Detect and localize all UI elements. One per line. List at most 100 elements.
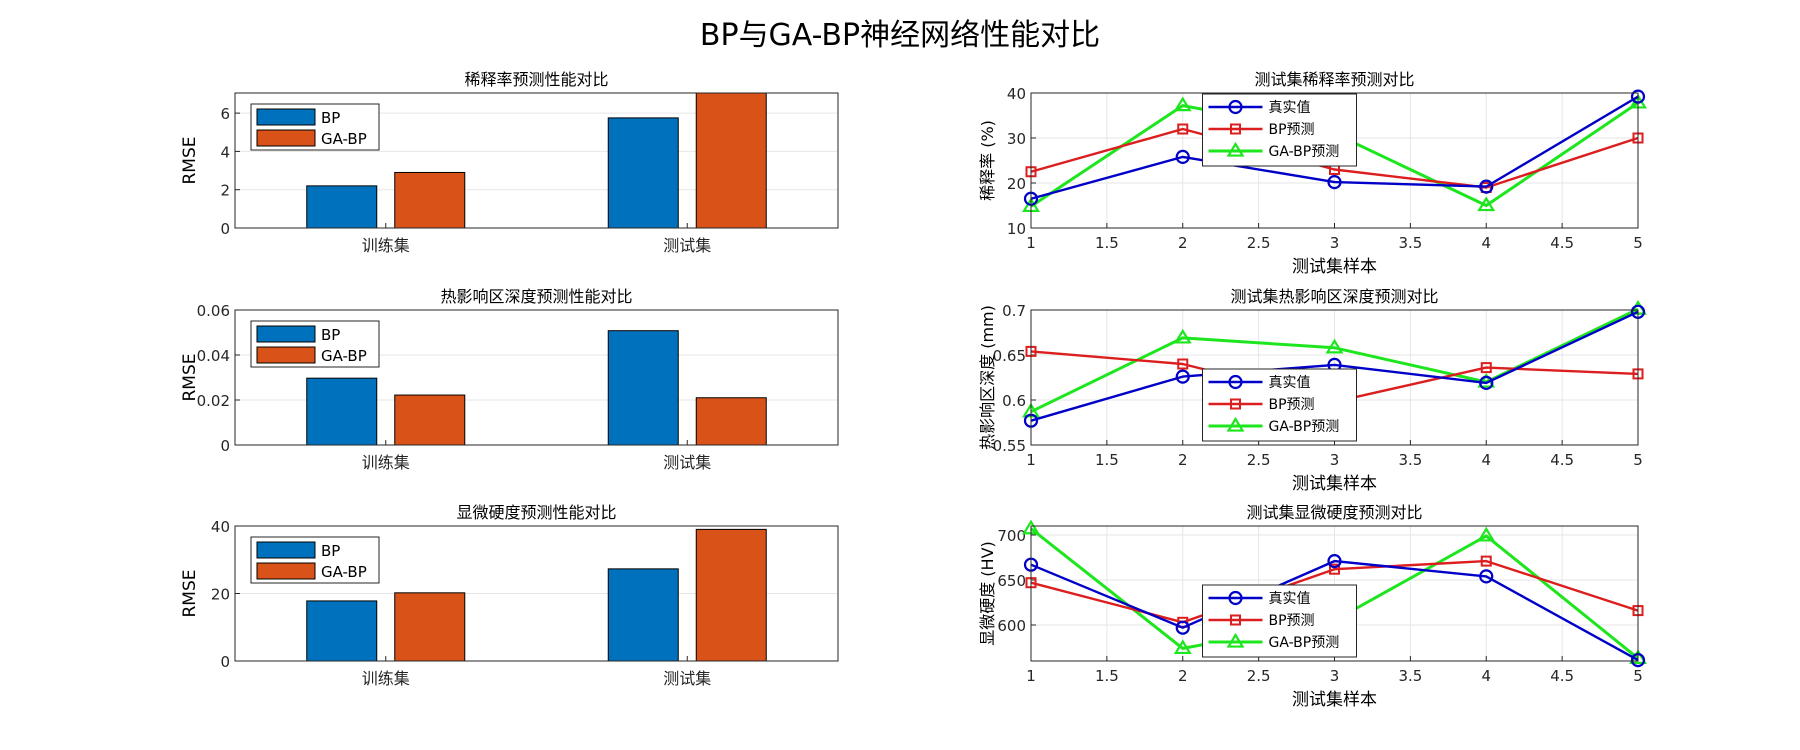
- y-tick-label: 10: [1007, 220, 1026, 238]
- legend: 真实值 BP预测 GA-BP预测: [1202, 93, 1357, 167]
- series-line-0: [1030, 559, 1639, 662]
- x-tick-label: 2.5: [1247, 451, 1271, 469]
- axes-box: [234, 92, 839, 229]
- legend-label: 真实值: [1269, 375, 1311, 391]
- y-tick-label: 600: [997, 617, 1026, 635]
- data-point-0-1: [1175, 620, 1190, 635]
- legend-swatch-0: [256, 108, 316, 126]
- legend-label: GA-BP预测: [1269, 144, 1340, 160]
- chart-line-dilution: 测试集稀释率预测对比 10 20 30 40 1 1.5 2 2.5 3 3.5 4 4.5 5 测试集样本…: [978, 70, 1647, 277]
- x-tick-label: 3.5: [1398, 234, 1422, 252]
- series-line-2: [1030, 307, 1639, 414]
- data-point-2-3: [1477, 526, 1496, 542]
- legend-swatch-1: [256, 129, 316, 147]
- legend-marker-0: [1228, 374, 1243, 390]
- x-axis-label: 测试集样本: [1292, 257, 1377, 277]
- legend-label: 真实值: [1269, 100, 1311, 116]
- legend-marker-0: [1228, 590, 1243, 606]
- y-tick-label: 20: [211, 586, 230, 604]
- y-tick-label: 0.04: [197, 347, 230, 365]
- x-tick-label: 5: [1633, 667, 1643, 685]
- y-tick-label: 4: [220, 143, 230, 161]
- chart-line-hardness: 测试集显微硬度预测对比 600 650 700 1 1.5 2 2.5 3 3.5 4 4.5 5 测试集…: [978, 503, 1647, 710]
- legend-marker-0: [1228, 99, 1243, 115]
- legend-label: BP预测: [1269, 613, 1315, 629]
- y-tick-label: 0: [220, 653, 230, 671]
- data-point-0-3: [1479, 375, 1494, 390]
- legend-label: BP预测: [1269, 397, 1315, 413]
- legend-label: GA-BP: [321, 130, 367, 148]
- bar-bp-1: [607, 117, 679, 229]
- x-tick-label: 5: [1633, 234, 1643, 252]
- data-point-0-3: [1479, 569, 1494, 584]
- bar-bp-0: [306, 600, 378, 662]
- x-tick-label: 4.5: [1550, 451, 1574, 469]
- chart-bar-dilution: 稀释率预测性能对比 0 2 4 6 训练集 测试集 RMSE BP GA-BP: [180, 70, 839, 255]
- x-tick-label: 3: [1330, 667, 1340, 685]
- bar-ga-bp-1: [695, 92, 767, 229]
- data-point-0-1: [1175, 369, 1190, 384]
- y-tick-label: 0.7: [1002, 302, 1026, 320]
- chart-title: 测试集显微硬度预测对比: [1246, 503, 1422, 522]
- y-tick-label: 2: [220, 182, 230, 200]
- bar-ga-bp-0: [394, 394, 466, 446]
- y-tick-label: 20: [1007, 175, 1026, 193]
- x-tick-label: 4.5: [1550, 667, 1574, 685]
- y-tick-label: 0.06: [197, 302, 230, 320]
- y-tick-label: 0.6: [1002, 392, 1026, 410]
- x-tick-label: 5: [1633, 451, 1643, 469]
- legend-marker-2: [1226, 416, 1245, 432]
- y-axis-label: 稀释率 (%): [978, 120, 997, 201]
- legend-label: GA-BP预测: [1269, 635, 1340, 651]
- x-tick-label: 训练集: [362, 236, 410, 255]
- y-axis-label: RMSE: [180, 569, 200, 617]
- legend-marker-2: [1226, 141, 1245, 157]
- x-tick-label: 训练集: [362, 453, 410, 472]
- data-point-1-3: [1480, 555, 1492, 567]
- chart-title: 稀释率预测性能对比: [464, 70, 608, 89]
- x-tick-label: 4: [1481, 667, 1491, 685]
- y-axis-label: 热影响区深度 (mm): [978, 305, 997, 450]
- legend-swatch-1: [256, 562, 316, 580]
- series-line-0: [1030, 95, 1639, 200]
- data-point-2-3: [1477, 196, 1496, 212]
- x-tick-label: 测试集: [663, 669, 711, 688]
- x-tick-label: 1.5: [1095, 667, 1119, 685]
- x-tick-label: 2.5: [1247, 234, 1271, 252]
- legend-swatch-0: [256, 325, 316, 343]
- legend-marker-1: [1230, 614, 1241, 626]
- bar-ga-bp-0: [394, 592, 466, 662]
- y-tick-label: 0: [220, 437, 230, 455]
- bar-ga-bp-1: [695, 397, 767, 446]
- x-tick-label: 2.5: [1247, 667, 1271, 685]
- x-tick-label: 1.5: [1095, 451, 1119, 469]
- y-tick-label: 650: [997, 572, 1026, 590]
- chart-title: 测试集稀释率预测对比: [1254, 70, 1414, 89]
- series-line-1: [1030, 559, 1639, 624]
- x-tick-label: 4: [1481, 451, 1491, 469]
- y-axis-label: RMSE: [180, 136, 200, 184]
- bar-bp-1: [607, 330, 679, 446]
- x-tick-label: 1: [1026, 234, 1036, 252]
- legend-marker-1: [1230, 398, 1241, 410]
- legend-label: GA-BP预测: [1269, 419, 1340, 435]
- data-point-1-1: [1177, 123, 1189, 135]
- y-tick-label: 40: [211, 518, 230, 536]
- x-tick-label: 测试集: [663, 453, 711, 472]
- x-tick-label: 4: [1481, 234, 1491, 252]
- series-line-1: [1030, 127, 1639, 189]
- axes-box: [234, 525, 839, 662]
- x-tick-label: 3: [1330, 234, 1340, 252]
- chart-line-haz: 测试集热影响区深度预测对比 0.55 0.6 0.65 0.7 1 1.5 2 2.5 3 3.5 4…: [978, 287, 1647, 494]
- y-axis-label: 显微硬度 (HV): [978, 541, 997, 646]
- series-line-0: [1030, 310, 1639, 422]
- x-axis-label: 测试集样本: [1292, 474, 1377, 494]
- bar-ga-bp-1: [695, 528, 767, 662]
- data-point-2-2: [1325, 338, 1344, 354]
- legend-swatch-0: [256, 541, 316, 559]
- x-tick-label: 1: [1026, 667, 1036, 685]
- y-tick-label: 0.55: [993, 437, 1026, 455]
- data-point-0-2: [1327, 553, 1342, 569]
- legend: BP GA-BP: [250, 536, 380, 584]
- legend-label: GA-BP: [321, 347, 367, 365]
